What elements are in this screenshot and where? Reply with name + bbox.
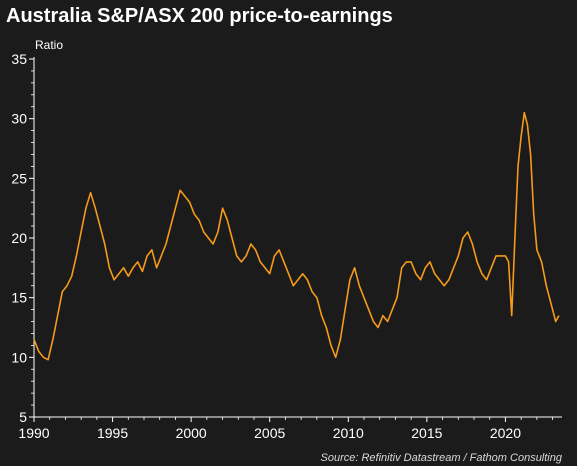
axes — [33, 57, 562, 418]
x-tick-label: 1990 — [18, 425, 49, 441]
x-tick-label: 2005 — [254, 425, 285, 441]
x-ticks: 1990 1995 2000 2005 2010 2015 2020 — [18, 417, 553, 441]
y-tick-label: 20 — [11, 230, 27, 246]
x-tick-label: 2020 — [490, 425, 521, 441]
chart-title: Australia S&P/ASX 200 price-to-earnings — [6, 5, 393, 27]
y-tick-label: 15 — [11, 290, 27, 306]
y-tick-label: 5 — [19, 409, 27, 425]
series-line-pe-ratio — [33, 111, 560, 361]
y-tick-label: 30 — [11, 111, 27, 127]
x-tick-label: 2010 — [333, 425, 364, 441]
y-ticks: 5 10 15 20 25 30 35 — [11, 51, 34, 425]
y-axis-label: Ratio — [35, 38, 63, 52]
x-tick-label: 2000 — [176, 425, 207, 441]
x-tick-label: 2015 — [411, 425, 442, 441]
source-note: Source: Refinitiv Datastream / Fathom Co… — [321, 452, 563, 464]
x-tick-label: 1995 — [97, 425, 128, 441]
y-tick-label: 10 — [11, 349, 27, 365]
y-tick-label: 25 — [11, 170, 27, 186]
y-tick-label: 35 — [11, 51, 27, 67]
